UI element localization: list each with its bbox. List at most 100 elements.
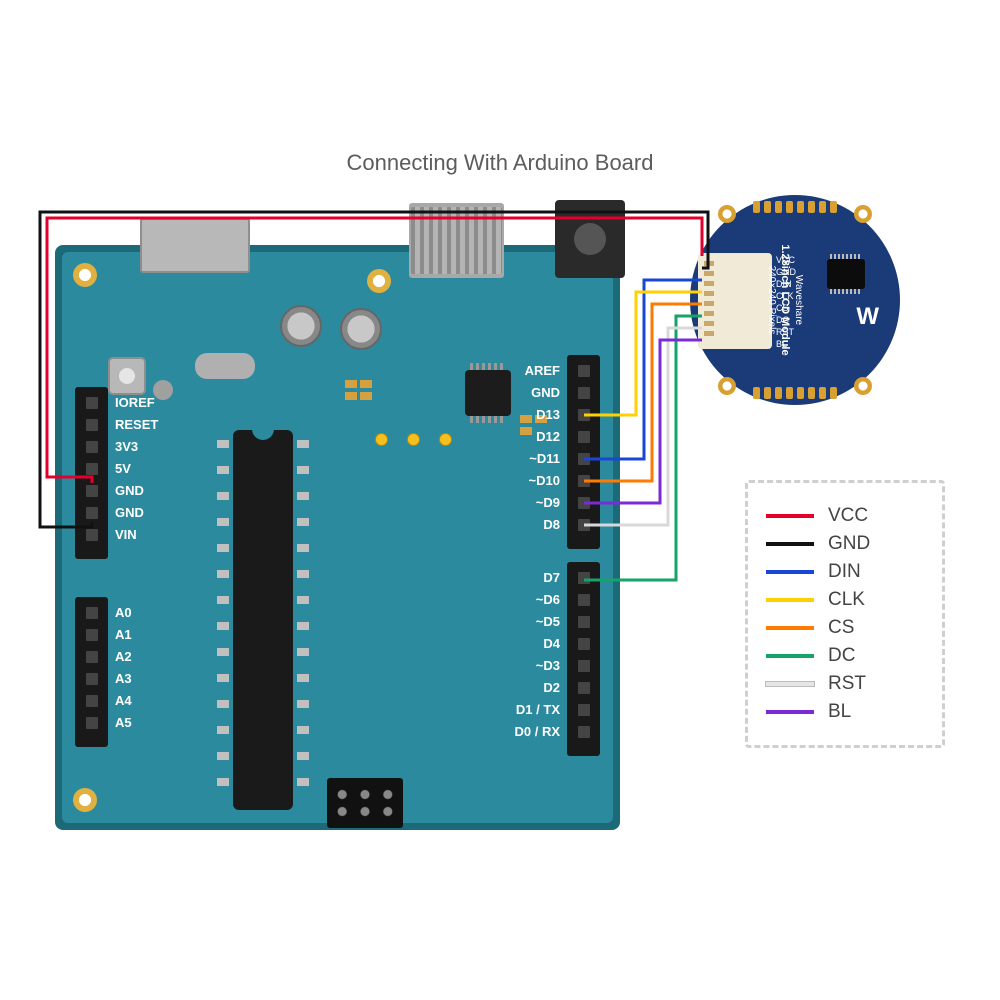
pin-label: D1 / TX xyxy=(516,702,560,717)
capacitor xyxy=(340,308,382,350)
pin-label: GND xyxy=(115,483,144,498)
legend-label: RST xyxy=(828,673,866,695)
pin-label: A0 xyxy=(115,605,132,620)
pin-label: A5 xyxy=(115,715,132,730)
legend-label: CLK xyxy=(828,589,865,611)
module-pin-label: RST xyxy=(776,327,794,337)
pin-hole xyxy=(86,695,98,707)
solder-pads xyxy=(753,201,837,213)
pin-label: A4 xyxy=(115,693,132,708)
module-pin-label: GND xyxy=(776,267,796,277)
smd xyxy=(360,380,372,388)
fpc-connector xyxy=(698,253,772,349)
module-pin-label: CLK xyxy=(776,291,794,301)
pin-label: 5V xyxy=(115,461,131,476)
pin-hole xyxy=(578,519,590,531)
pin-label: D2 xyxy=(543,680,560,695)
pin-label: D8 xyxy=(543,517,560,532)
module-pin-label: DC xyxy=(776,315,789,325)
pin-hole xyxy=(578,594,590,606)
legend-row: BL xyxy=(766,701,924,723)
smd xyxy=(345,392,357,400)
pin-hole xyxy=(578,475,590,487)
solder-pads xyxy=(753,387,837,399)
waveshare-logo-icon: W xyxy=(856,303,878,331)
pin-label: ~D9 xyxy=(536,495,560,510)
legend-row: RST xyxy=(766,673,924,695)
legend-row: CS xyxy=(766,617,924,639)
legend-swatch xyxy=(766,654,814,658)
pin-hole xyxy=(578,682,590,694)
usb-port xyxy=(140,218,250,273)
legend-row: CLK xyxy=(766,589,924,611)
module-pin-label: DIN xyxy=(776,279,792,289)
mount-hole xyxy=(854,205,872,223)
pin-hole xyxy=(86,717,98,729)
pin-label: D13 xyxy=(536,407,560,422)
crystal-oscillator xyxy=(195,353,255,379)
digital-header-low: D7~D6~D5D4~D3D2D1 / TXD0 / RX xyxy=(567,562,600,756)
pin-hole xyxy=(86,629,98,641)
pin-hole xyxy=(578,572,590,584)
smd-cap xyxy=(153,380,173,400)
legend-label: DIN xyxy=(828,561,861,583)
pin-hole xyxy=(86,463,98,475)
pin-hole xyxy=(578,365,590,377)
pin-label: D0 / RX xyxy=(514,724,560,739)
legend-swatch xyxy=(766,542,814,546)
legend-swatch xyxy=(766,570,814,574)
legend-row: GND xyxy=(766,533,924,555)
digital-header-high: AREFGNDD13D12~D11~D10~D9D8 xyxy=(567,355,600,549)
pin-label: ~D3 xyxy=(536,658,560,673)
legend-label: CS xyxy=(828,617,854,639)
pin-hole xyxy=(86,419,98,431)
pin-label: GND xyxy=(115,505,144,520)
pin-label: 3V3 xyxy=(115,439,138,454)
legend-row: DC xyxy=(766,645,924,667)
pin-label: A3 xyxy=(115,671,132,686)
mount-hole xyxy=(854,377,872,395)
legend-swatch xyxy=(766,710,814,714)
dip-pins xyxy=(297,440,309,800)
legend-row: DIN xyxy=(766,561,924,583)
pin-hole xyxy=(86,397,98,409)
legend-box: VCC GND DIN CLK CS DC RST BL xyxy=(745,480,945,748)
mount-hole xyxy=(73,263,97,287)
legend-swatch xyxy=(766,682,814,686)
pin-label: GND xyxy=(531,385,560,400)
pin-label: D7 xyxy=(543,570,560,585)
legend-label: BL xyxy=(828,701,851,723)
pin-label: AREF xyxy=(525,363,560,378)
pin-hole xyxy=(578,453,590,465)
pin-hole xyxy=(578,387,590,399)
module-pin-label: BL xyxy=(776,339,787,349)
legend-label: GND xyxy=(828,533,870,555)
voltage-regulator xyxy=(409,203,504,278)
pin-label: IOREF xyxy=(115,395,155,410)
arduino-board: IOREFRESET3V35VGNDGNDVIN A0A1A2A3A4A5 AR… xyxy=(55,245,620,830)
pin-hole xyxy=(86,485,98,497)
pin-hole xyxy=(578,638,590,650)
pin-hole xyxy=(86,651,98,663)
usb-serial-ic xyxy=(465,370,511,416)
legend-label: VCC xyxy=(828,505,868,527)
legend-swatch xyxy=(766,626,814,630)
pin-hole xyxy=(578,497,590,509)
mount-hole xyxy=(73,788,97,812)
pin-hole xyxy=(86,607,98,619)
icsp-header xyxy=(327,778,403,828)
module-pin-label: VCC xyxy=(776,255,795,265)
pin-label: VIN xyxy=(115,527,137,542)
legend-row: VCC xyxy=(766,505,924,527)
atmega-dip xyxy=(233,430,293,810)
mount-hole xyxy=(367,269,391,293)
pin-label: ~D6 xyxy=(536,592,560,607)
pin-hole xyxy=(578,660,590,672)
pin-hole xyxy=(578,431,590,443)
lcd-module: W Waveshare 1.28inch LCD Module 240×240 … xyxy=(690,195,900,405)
analog-header: A0A1A2A3A4A5 xyxy=(75,597,108,747)
module-pin-label: CS xyxy=(776,303,789,313)
pin-hole xyxy=(86,529,98,541)
smd xyxy=(360,392,372,400)
pin-hole xyxy=(86,673,98,685)
